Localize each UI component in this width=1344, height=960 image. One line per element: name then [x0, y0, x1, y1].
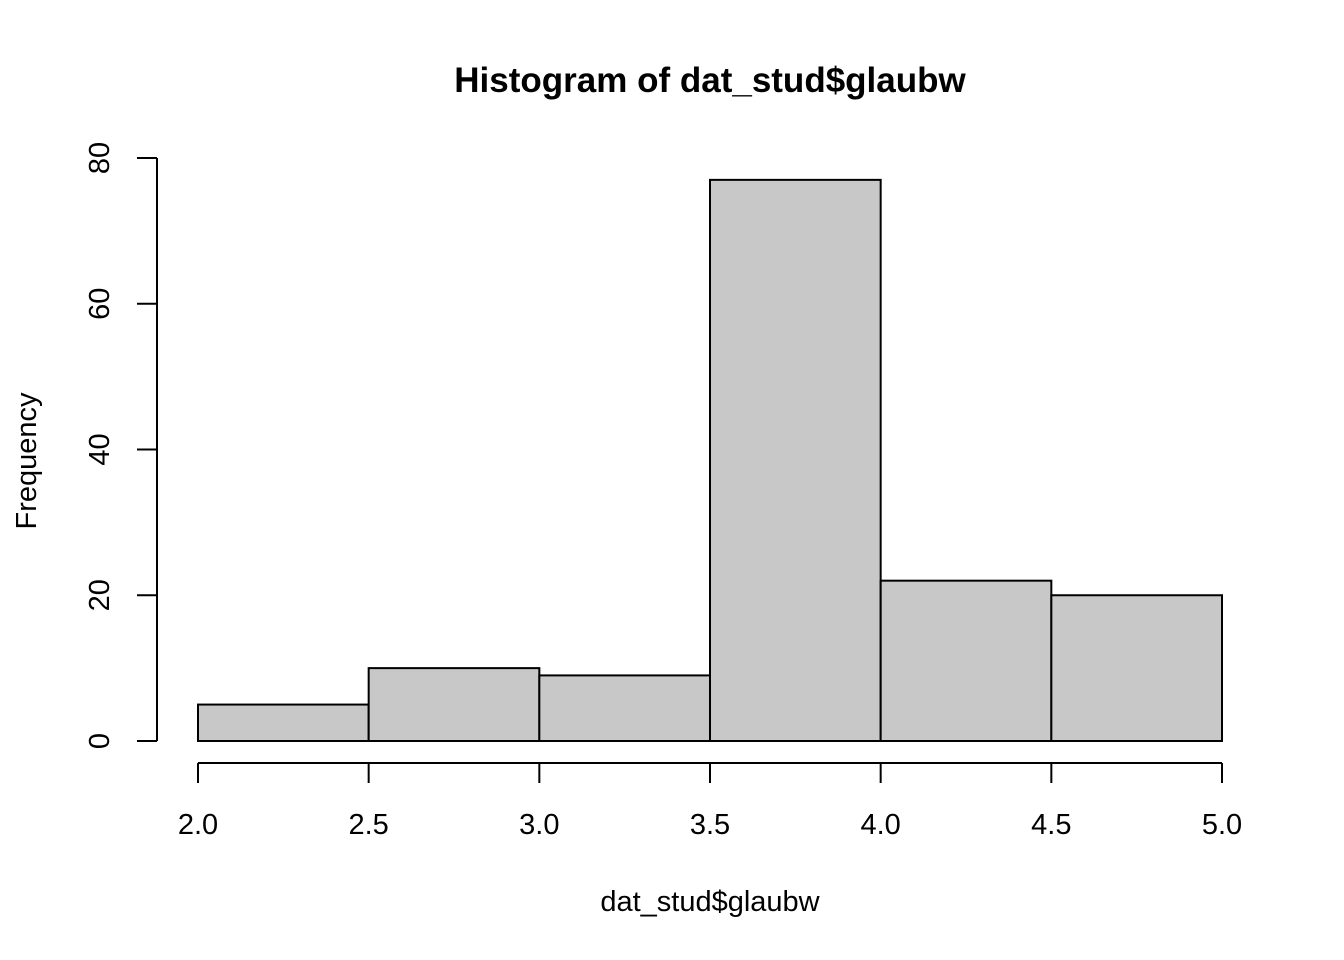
x-tick-label: 5.0 [1202, 809, 1242, 841]
histogram-bar-3 [538, 674, 711, 742]
x-tick-label: 4.5 [1031, 809, 1071, 841]
y-axis: 0 20 40 60 80 [84, 142, 158, 749]
x-axis: 2.0 2.5 3.0 3.5 4.0 4.5 5.0 [178, 762, 1242, 841]
y-tick-label: 20 [84, 579, 116, 611]
x-tick-label: 2.0 [178, 809, 218, 841]
x-tick-label: 3.0 [519, 809, 559, 841]
chart-title: Histogram of dat_stud$glaubw [454, 61, 966, 100]
histogram-bar-2 [367, 667, 541, 742]
x-tick-label: 3.5 [690, 809, 730, 841]
y-axis-label: Frequency [11, 392, 43, 530]
y-tick-label: 40 [84, 433, 116, 465]
x-tick-label: 2.5 [349, 809, 389, 841]
x-axis-label: dat_stud$glaubw [600, 886, 820, 918]
bars-group [197, 178, 1224, 743]
y-tick-label: 0 [84, 733, 116, 749]
histogram-bar-5 [879, 579, 1053, 742]
histogram-bar-4 [709, 178, 882, 743]
y-tick-label: 60 [84, 288, 116, 320]
histogram-bar-1 [197, 703, 370, 742]
histogram-bar-6 [1050, 594, 1224, 742]
x-tick-label: 4.0 [861, 809, 901, 841]
y-tick-label: 80 [84, 142, 116, 174]
